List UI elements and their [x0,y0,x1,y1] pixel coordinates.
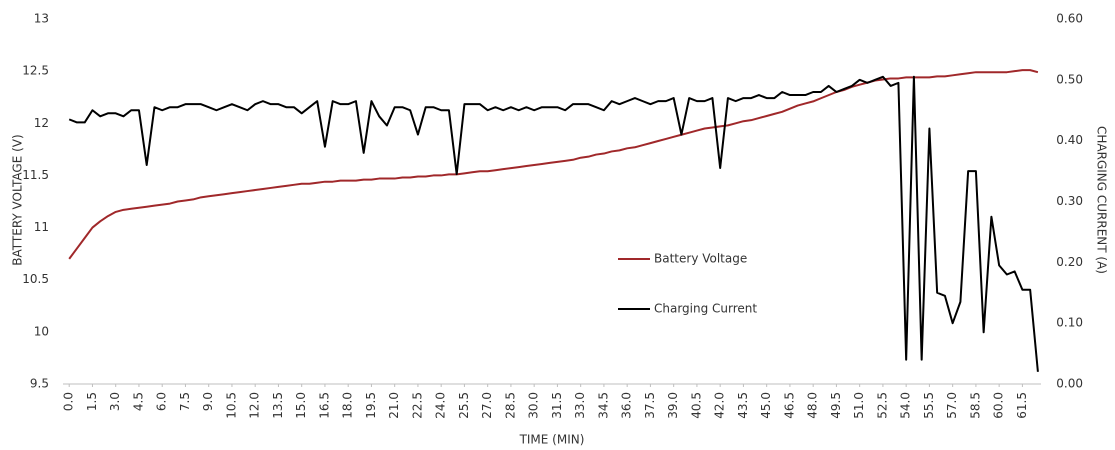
x-tick-label: 25.5 [457,392,471,419]
x-tick-label: 57.0 [945,392,959,419]
x-tick-label: 60.0 [992,392,1006,419]
x-tick-label: 39.0 [666,392,680,419]
x-tick-label: 40.5 [689,392,703,419]
x-tick-label: 33.0 [573,392,587,419]
legend-label: Battery Voltage [654,252,747,266]
x-tick-label: 3.0 [108,392,122,411]
x-tick-label: 54.0 [899,392,913,419]
x-tick-label: 55.5 [922,392,936,419]
x-tick-label: 22.5 [410,392,424,419]
y-tick-label: 12.5 [22,64,49,78]
x-tick-label: 36.0 [620,392,634,419]
x-tick-label: 24.0 [434,392,448,419]
data-line [68,75,1039,372]
y2-tick-label: 0.50 [1056,72,1083,86]
x-tick-label: 19.5 [364,392,378,419]
y2-tick-label: 0.20 [1056,255,1083,269]
x-tick-label: 61.5 [1015,392,1029,419]
x-tick-label: 51.0 [852,392,866,419]
x-tick-label: 37.5 [643,392,657,419]
x-axis-label: TIME (MIN) [519,433,585,447]
y2-tick-label: 0.10 [1056,316,1083,330]
x-tick-label: 46.5 [782,392,796,419]
legend-label: Charging Current [654,302,757,316]
y2-tick-label: 0.60 [1056,12,1083,26]
y-tick-label: 11 [34,220,49,234]
y-tick-label: 12 [34,116,49,130]
y-axis-label: BATTERY VOLTAGE (V) [11,134,25,265]
y-tick-label: 10 [34,324,49,338]
x-tick-label: 7.5 [178,392,192,411]
x-tick-label: 0.0 [62,392,76,411]
x-tick-label: 15.0 [294,392,308,419]
data-line [68,69,1039,260]
x-tick-label: 30.0 [527,392,541,419]
x-tick-label: 27.0 [480,392,494,419]
x-tick-label: 10.5 [224,392,238,419]
x-tick-label: 58.5 [968,392,982,419]
x-tick-label: 42.0 [713,392,727,419]
x-tick-label: 13.5 [271,392,285,419]
x-tick-label: 6.0 [155,392,169,411]
y2-tick-label: 0.00 [1056,377,1083,391]
x-tick-label: 31.5 [550,392,564,419]
y-tick-label: 11.5 [22,168,49,182]
x-tick-label: 4.5 [131,392,145,411]
x-tick-label: 1.5 [85,392,99,411]
x-tick-label: 43.5 [736,392,750,419]
x-tick-label: 9.0 [201,392,215,411]
y-tick-label: 9.5 [30,377,49,391]
x-tick-label: 18.0 [341,392,355,419]
y2-tick-label: 0.30 [1056,194,1083,208]
x-tick-label: 45.0 [759,392,773,419]
y-tick-label: 10.5 [22,272,49,286]
x-tick-label: 48.0 [806,392,820,419]
y-tick-label: 13 [34,12,49,26]
x-tick-label: 49.5 [829,392,843,419]
x-tick-label: 16.5 [317,392,331,419]
x-tick-label: 21.0 [387,392,401,419]
y2-tick-label: 0.40 [1056,133,1083,147]
y2-axis-label: CHARGING CURRENT (A) [1095,126,1109,274]
x-tick-label: 12.0 [248,392,262,419]
x-tick-label: 52.5 [875,392,889,419]
x-tick-label: 28.5 [503,392,517,419]
x-tick-label: 34.5 [596,392,610,419]
